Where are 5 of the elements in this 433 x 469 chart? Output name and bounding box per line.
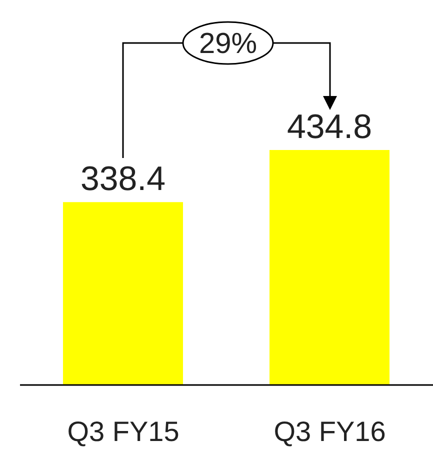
data-label: 434.8 xyxy=(286,108,372,146)
x-tick-label: Q3 FY16 xyxy=(274,416,386,447)
x-tick-label: Q3 FY15 xyxy=(67,416,180,447)
data-label: 338.4 xyxy=(80,160,166,198)
text: 29% xyxy=(198,28,258,60)
